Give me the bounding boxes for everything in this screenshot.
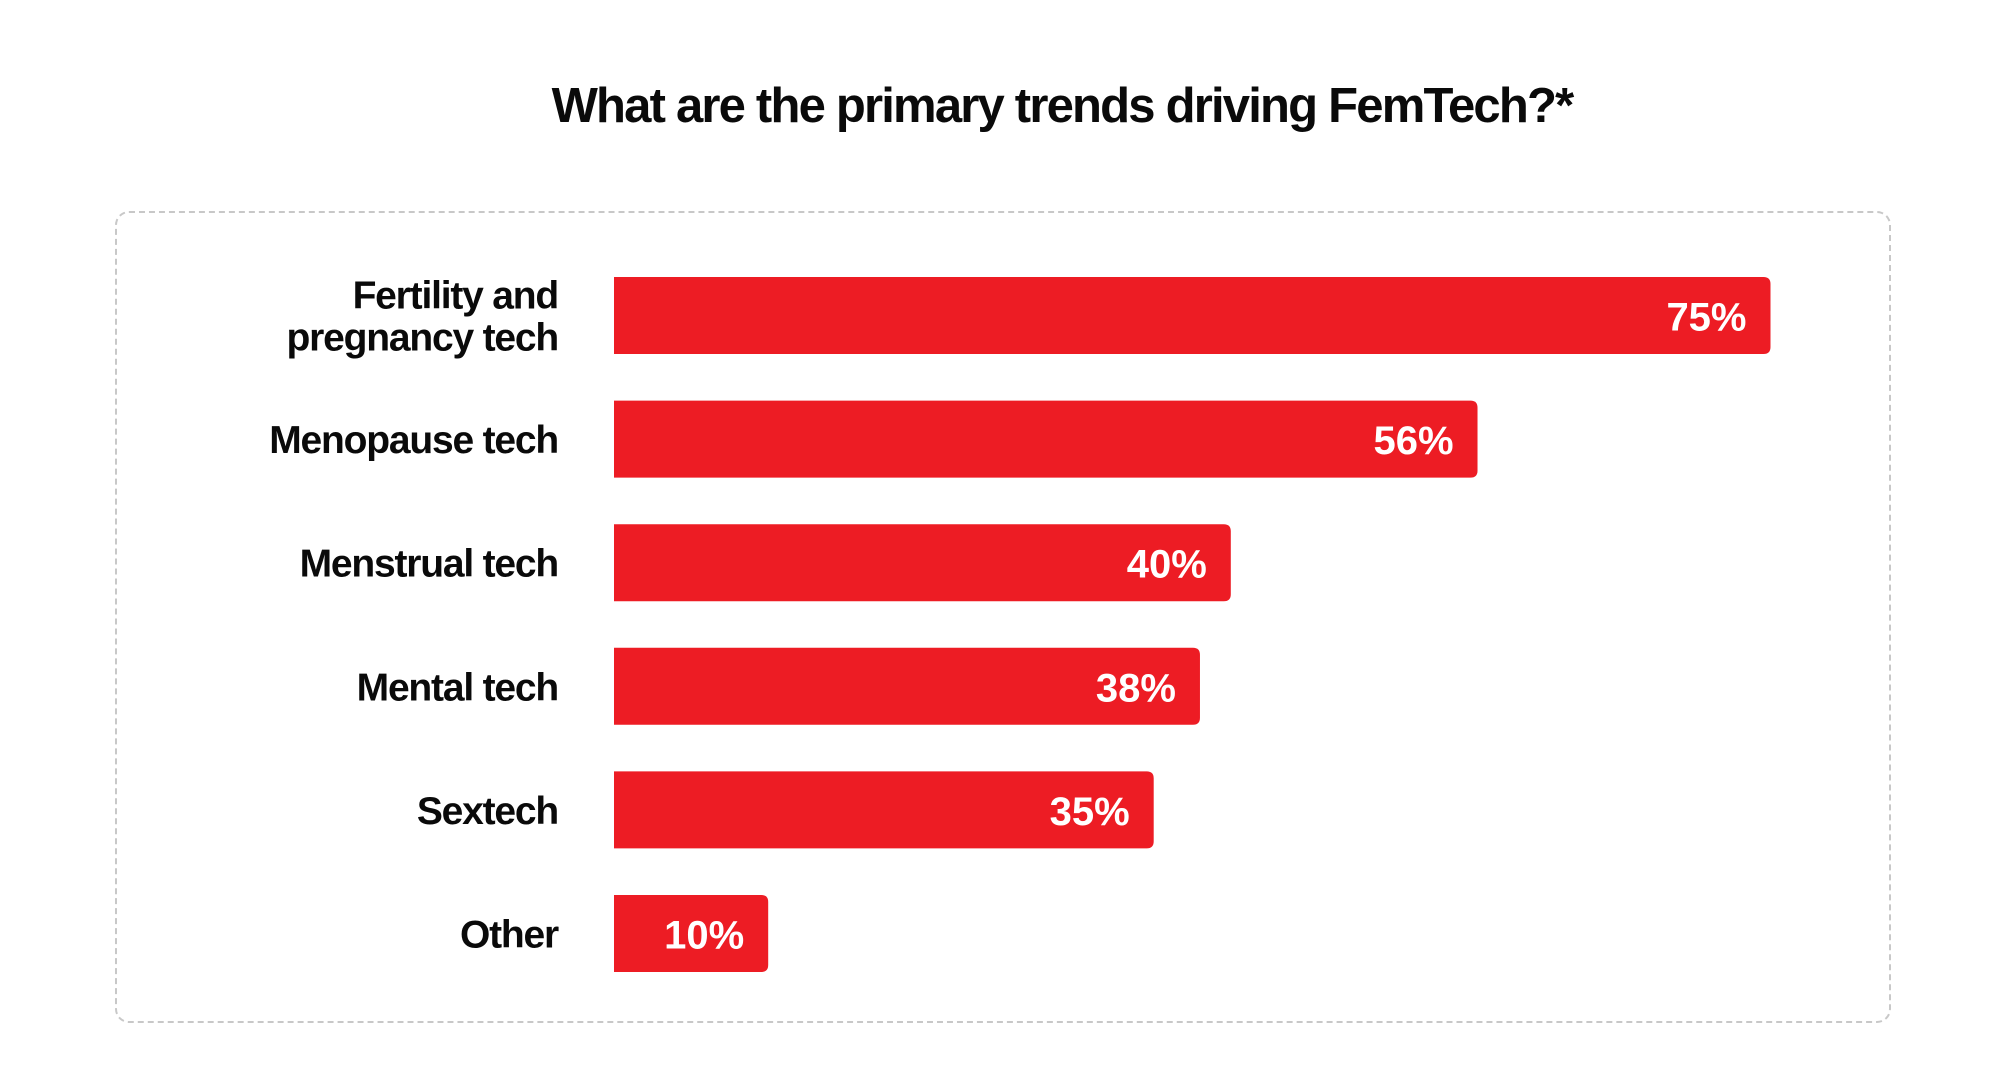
category-label: Mental tech (357, 666, 558, 709)
category-label: Menopause tech (269, 419, 558, 462)
bar (614, 400, 1478, 478)
bar (614, 524, 1231, 602)
value-label: 56% (1373, 419, 1453, 463)
bar (614, 895, 769, 972)
category-label: Sextech (417, 790, 558, 833)
bar (614, 771, 1154, 849)
bar (614, 277, 1771, 354)
value-labels: 75% 56% 40% 38% 35% 10% (664, 296, 1746, 958)
category-label: Menstrual tech (300, 543, 558, 586)
bars-layer (614, 277, 1771, 972)
chart-frame (115, 211, 1891, 1023)
value-label: 35% (1050, 790, 1130, 834)
value-label: 10% (664, 914, 744, 958)
value-label: 40% (1127, 543, 1207, 587)
value-label: 75% (1666, 296, 1746, 340)
chart-title: What are the primary trends driving FemT… (551, 79, 1575, 133)
category-label: Other (460, 914, 559, 957)
value-label: 38% (1096, 666, 1176, 710)
category-label: pregnancy tech (287, 317, 558, 360)
category-label: Fertility and (353, 275, 558, 318)
bar (614, 647, 1200, 725)
